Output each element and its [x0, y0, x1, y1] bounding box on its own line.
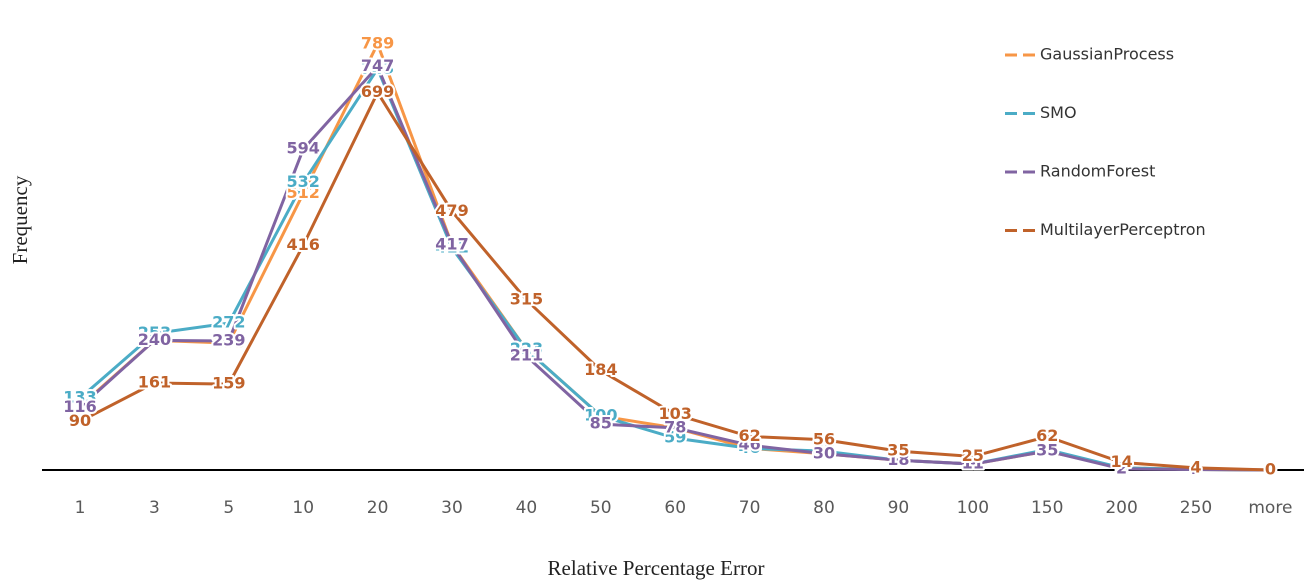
data-label: 161 — [138, 373, 171, 392]
data-label: 184 — [584, 360, 617, 379]
data-label: 100 — [584, 406, 617, 425]
data-label: 223 — [510, 339, 543, 358]
data-label: 40 — [738, 438, 760, 457]
data-label: 56 — [813, 429, 835, 448]
data-label: 0 — [1265, 460, 1276, 479]
x-tick-label: 10 — [292, 498, 314, 518]
data-label: 240 — [138, 330, 171, 349]
x-tick-label: 20 — [367, 498, 389, 518]
legend-label: MultilayerPerceptron — [1040, 220, 1206, 239]
data-label: 159 — [212, 374, 245, 393]
data-label: 11 — [962, 454, 984, 473]
x-tick-label: 40 — [516, 498, 538, 518]
data-label: 62 — [1036, 426, 1058, 445]
data-label: 272 — [212, 313, 245, 332]
data-label: 417 — [435, 234, 468, 253]
x-tick-label: 150 — [1031, 498, 1063, 518]
data-label: 223 — [510, 339, 543, 358]
data-label: 35 — [813, 441, 835, 460]
x-axis-title: Relative Percentage Error — [548, 556, 765, 580]
data-label: 411 — [435, 238, 468, 257]
data-label: 240 — [138, 330, 171, 349]
data-label: 416 — [286, 235, 319, 254]
y-axis-title: Frequency — [8, 175, 32, 264]
data-label: 18 — [887, 450, 909, 469]
x-tick-label: 1 — [75, 498, 86, 518]
data-label: 789 — [361, 33, 394, 52]
x-tick-label: 50 — [590, 498, 612, 518]
x-tick-label: 100 — [957, 498, 989, 518]
x-tick-label: 30 — [441, 498, 463, 518]
data-label: 747 — [361, 56, 394, 75]
legend-label: SMO — [1040, 103, 1077, 122]
data-label: 0 — [1265, 460, 1276, 479]
x-tick-label: 60 — [664, 498, 686, 518]
data-label: 35 — [1036, 441, 1058, 460]
data-label: 1 — [1190, 459, 1201, 478]
data-label: 11 — [962, 454, 984, 473]
data-label: 253 — [138, 323, 171, 342]
data-label: 59 — [664, 428, 686, 447]
data-label: 133 — [63, 388, 96, 407]
data-label: 211 — [510, 346, 543, 365]
data-label: 35 — [887, 441, 909, 460]
data-label: 1 — [1190, 459, 1201, 478]
x-tick-label: 90 — [888, 498, 910, 518]
data-label: 35 — [1036, 441, 1058, 460]
series-line — [78, 63, 1271, 472]
data-label: 417 — [435, 234, 468, 253]
x-tick-label: 70 — [739, 498, 761, 518]
data-label: 479 — [435, 201, 468, 220]
data-label: 30 — [813, 443, 835, 462]
data-label: 18 — [887, 450, 909, 469]
data-label: 40 — [738, 438, 760, 457]
data-label: 90 — [69, 411, 91, 430]
data-label: 11 — [962, 454, 984, 473]
data-label: 0 — [1265, 460, 1276, 479]
data-label: 100 — [584, 406, 617, 425]
data-label: 315 — [510, 289, 543, 308]
data-label: 62 — [738, 426, 760, 445]
x-tick-label: 3 — [149, 498, 160, 518]
data-label: 25 — [962, 446, 984, 465]
data-label: 116 — [63, 397, 96, 416]
legend-label: GaussianProcess — [1040, 45, 1174, 64]
x-tick-label: more — [1248, 498, 1292, 518]
data-label: 0 — [1265, 460, 1276, 479]
data-label: 103 — [658, 404, 691, 423]
data-label: 743 — [361, 58, 394, 77]
data-label: 38 — [1036, 439, 1058, 458]
data-label: 699 — [361, 82, 394, 101]
data-label: 18 — [887, 450, 909, 469]
data-label: 239 — [212, 330, 245, 349]
x-tick-label: 80 — [813, 498, 835, 518]
data-label: 512 — [286, 183, 319, 202]
data-label: 46 — [738, 435, 760, 454]
legend-label: RandomForest — [1040, 162, 1155, 181]
data-label: 78 — [664, 417, 686, 436]
x-tick-label: 250 — [1180, 498, 1212, 518]
series-line — [79, 89, 1271, 472]
x-tick-label: 5 — [223, 498, 234, 518]
data-label: 532 — [286, 172, 319, 191]
data-label: 4 — [1116, 457, 1127, 476]
data-label: 78 — [664, 417, 686, 436]
data-label: 235 — [212, 333, 245, 352]
data-label: 1 — [1190, 459, 1201, 478]
data-label: 118 — [63, 396, 96, 415]
data-label: 14 — [1110, 452, 1132, 471]
data-label: 4 — [1116, 457, 1127, 476]
data-label: 4 — [1190, 457, 1201, 476]
data-label: 594 — [286, 139, 319, 158]
data-label: 85 — [590, 414, 612, 433]
data-label: 30 — [813, 443, 835, 462]
x-tick-label: 200 — [1105, 498, 1137, 518]
data-label: 2 — [1116, 458, 1127, 477]
